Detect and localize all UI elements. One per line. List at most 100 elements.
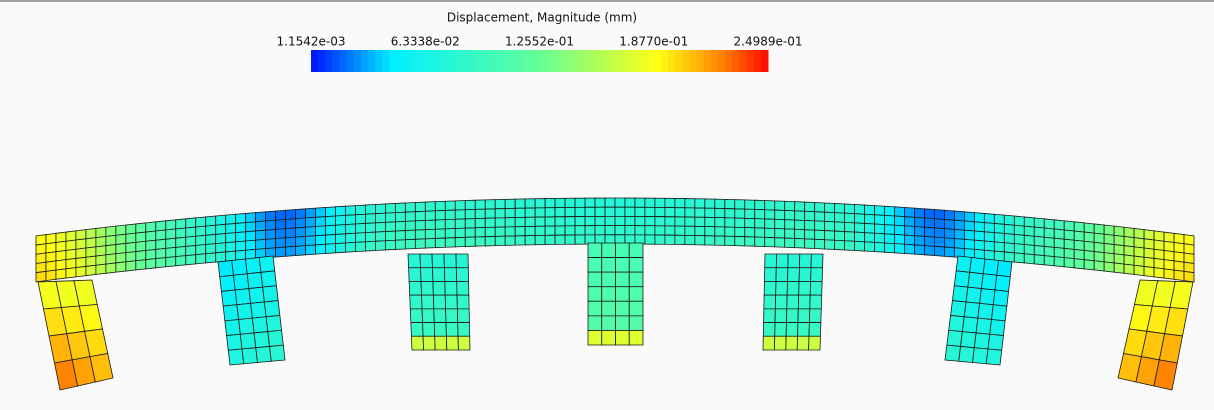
mesh-cell: [684, 216, 696, 227]
mesh-cell: [1023, 244, 1035, 256]
mesh-cell: [65, 230, 77, 242]
mesh-cell: [224, 319, 241, 337]
legend-label: 1.1542e-03: [277, 35, 346, 49]
mesh-cell: [432, 281, 446, 296]
color-band: [732, 50, 740, 72]
mesh-cell: [524, 207, 536, 218]
mesh-cell: [544, 216, 556, 227]
mesh-cell: [809, 294, 823, 310]
mesh-cell: [45, 251, 57, 263]
color-band: [489, 50, 498, 72]
mesh-cell: [844, 240, 855, 251]
mesh-cell: [1143, 247, 1155, 259]
mesh-cell: [265, 210, 276, 222]
mesh-cell: [1143, 238, 1155, 250]
mesh-cell: [245, 239, 257, 251]
mesh-cell: [275, 209, 286, 221]
mesh-cell: [808, 322, 822, 337]
mesh-cell: [35, 243, 47, 255]
color-band: [332, 50, 341, 72]
mesh-cell: [584, 216, 596, 227]
mesh-cell: [644, 234, 656, 245]
mesh-cell: [644, 206, 656, 217]
legend-label: 1.2552e-01: [505, 35, 574, 49]
mesh-cell: [384, 239, 396, 251]
mesh-cell: [1063, 229, 1075, 241]
mesh-cell: [628, 315, 644, 331]
mesh-cell: [554, 225, 566, 236]
mesh-cell: [175, 236, 187, 248]
mesh-cell: [260, 270, 277, 288]
mesh-cell: [983, 212, 995, 224]
mesh-cell: [664, 216, 676, 227]
mesh-cell: [754, 236, 766, 247]
mesh-cell: [634, 197, 646, 208]
color-band: [475, 50, 483, 72]
color-band: [575, 50, 583, 72]
mesh-cell: [654, 206, 666, 218]
mesh-cell: [854, 231, 865, 243]
mesh-cell: [594, 216, 606, 227]
color-band: [482, 50, 491, 72]
mesh-cell: [325, 215, 336, 227]
mesh-cell: [664, 234, 676, 245]
color-band: [539, 50, 548, 72]
color-band: [710, 50, 719, 72]
mesh-cell: [754, 218, 766, 229]
mesh-cell: [305, 226, 316, 237]
mesh-cell: [774, 200, 786, 211]
mesh-cell: [784, 237, 796, 249]
mesh-cell: [824, 211, 836, 223]
mesh-cell: [814, 211, 826, 222]
mesh-cell: [724, 217, 736, 228]
mesh-cell: [494, 198, 506, 210]
mesh-cell: [222, 304, 240, 322]
mesh-cell: [445, 308, 459, 323]
mesh-cell: [764, 209, 776, 220]
mesh-cell: [355, 204, 366, 216]
mesh-cell: [963, 238, 975, 250]
mesh-cell: [255, 211, 267, 223]
mesh-cell: [422, 322, 436, 337]
mesh-cell: [804, 229, 816, 240]
mesh-cell: [454, 218, 466, 229]
mesh-cell: [45, 242, 57, 254]
mesh-cell: [420, 267, 434, 282]
mesh-cell: [951, 285, 969, 303]
legend-label: 1.8770e-01: [619, 35, 688, 49]
mesh-cell: [245, 230, 257, 242]
mesh-cell: [534, 225, 546, 236]
mesh-cell: [524, 198, 536, 209]
mesh-cell: [724, 226, 736, 237]
mesh-cell: [75, 265, 87, 278]
mesh-cell: [963, 229, 975, 241]
mesh-cell: [564, 225, 576, 236]
mesh-cell: [145, 239, 157, 251]
mesh-cell: [185, 226, 197, 238]
mesh-cell: [587, 271, 603, 288]
mesh-cell: [95, 236, 107, 248]
mesh-cell: [694, 235, 706, 246]
mesh-cell: [844, 221, 855, 233]
mesh-cell: [105, 244, 117, 256]
color-band: [689, 50, 698, 72]
mesh-cell: [799, 253, 812, 269]
mesh-cell: [305, 244, 316, 256]
mesh-cell: [335, 224, 346, 235]
mesh-cell: [407, 253, 421, 269]
mesh-cell: [1183, 234, 1195, 246]
mesh-cell: [1113, 262, 1125, 274]
mesh-cell: [654, 234, 666, 245]
mesh-cell: [155, 229, 167, 241]
mesh-cell: [674, 225, 686, 236]
mesh-cell: [977, 302, 994, 320]
mesh-cell: [195, 216, 207, 228]
mesh-cell: [225, 232, 237, 244]
mesh-cell: [1083, 231, 1095, 243]
mesh-cell: [95, 226, 107, 239]
mesh-cell: [444, 237, 456, 248]
mesh-cell: [420, 281, 434, 296]
mesh-cell: [1013, 243, 1025, 255]
color-band: [353, 50, 362, 72]
mesh-cell: [944, 246, 955, 258]
